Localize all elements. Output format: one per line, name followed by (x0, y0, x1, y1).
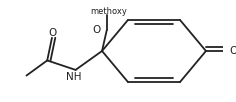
Text: O: O (93, 25, 101, 35)
Text: methoxy: methoxy (90, 7, 127, 16)
Text: O: O (49, 28, 57, 38)
Text: O: O (230, 46, 236, 56)
Text: NH: NH (66, 72, 81, 82)
